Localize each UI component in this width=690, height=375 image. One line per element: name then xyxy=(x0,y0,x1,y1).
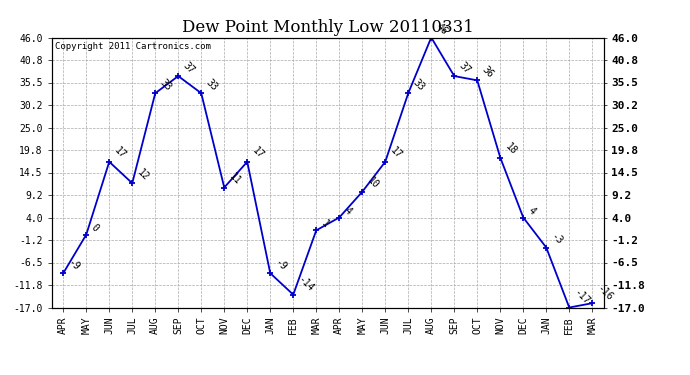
Text: 37: 37 xyxy=(457,60,473,75)
Text: 37: 37 xyxy=(181,60,197,75)
Text: 0: 0 xyxy=(89,223,100,234)
Text: 46: 46 xyxy=(434,21,449,37)
Text: 11: 11 xyxy=(227,171,242,187)
Text: 4: 4 xyxy=(526,206,538,217)
Text: -9: -9 xyxy=(273,257,288,272)
Text: 17: 17 xyxy=(388,146,404,161)
Text: 10: 10 xyxy=(365,176,380,191)
Text: 33: 33 xyxy=(411,77,426,92)
Text: 17: 17 xyxy=(250,146,266,161)
Text: Copyright 2011 Cartronics.com: Copyright 2011 Cartronics.com xyxy=(55,42,210,51)
Text: 17: 17 xyxy=(112,146,128,161)
Title: Dew Point Monthly Low 20110331: Dew Point Monthly Low 20110331 xyxy=(181,19,474,36)
Text: 12: 12 xyxy=(135,167,150,182)
Text: 33: 33 xyxy=(204,77,219,92)
Text: -17: -17 xyxy=(572,287,591,307)
Text: 4: 4 xyxy=(342,206,353,217)
Text: -3: -3 xyxy=(549,231,564,247)
Text: 33: 33 xyxy=(158,77,173,92)
Text: -14: -14 xyxy=(296,274,315,294)
Text: -16: -16 xyxy=(595,283,615,302)
Text: -9: -9 xyxy=(66,257,81,272)
Text: 36: 36 xyxy=(480,64,495,80)
Text: 1: 1 xyxy=(319,218,331,229)
Text: 18: 18 xyxy=(503,141,518,157)
